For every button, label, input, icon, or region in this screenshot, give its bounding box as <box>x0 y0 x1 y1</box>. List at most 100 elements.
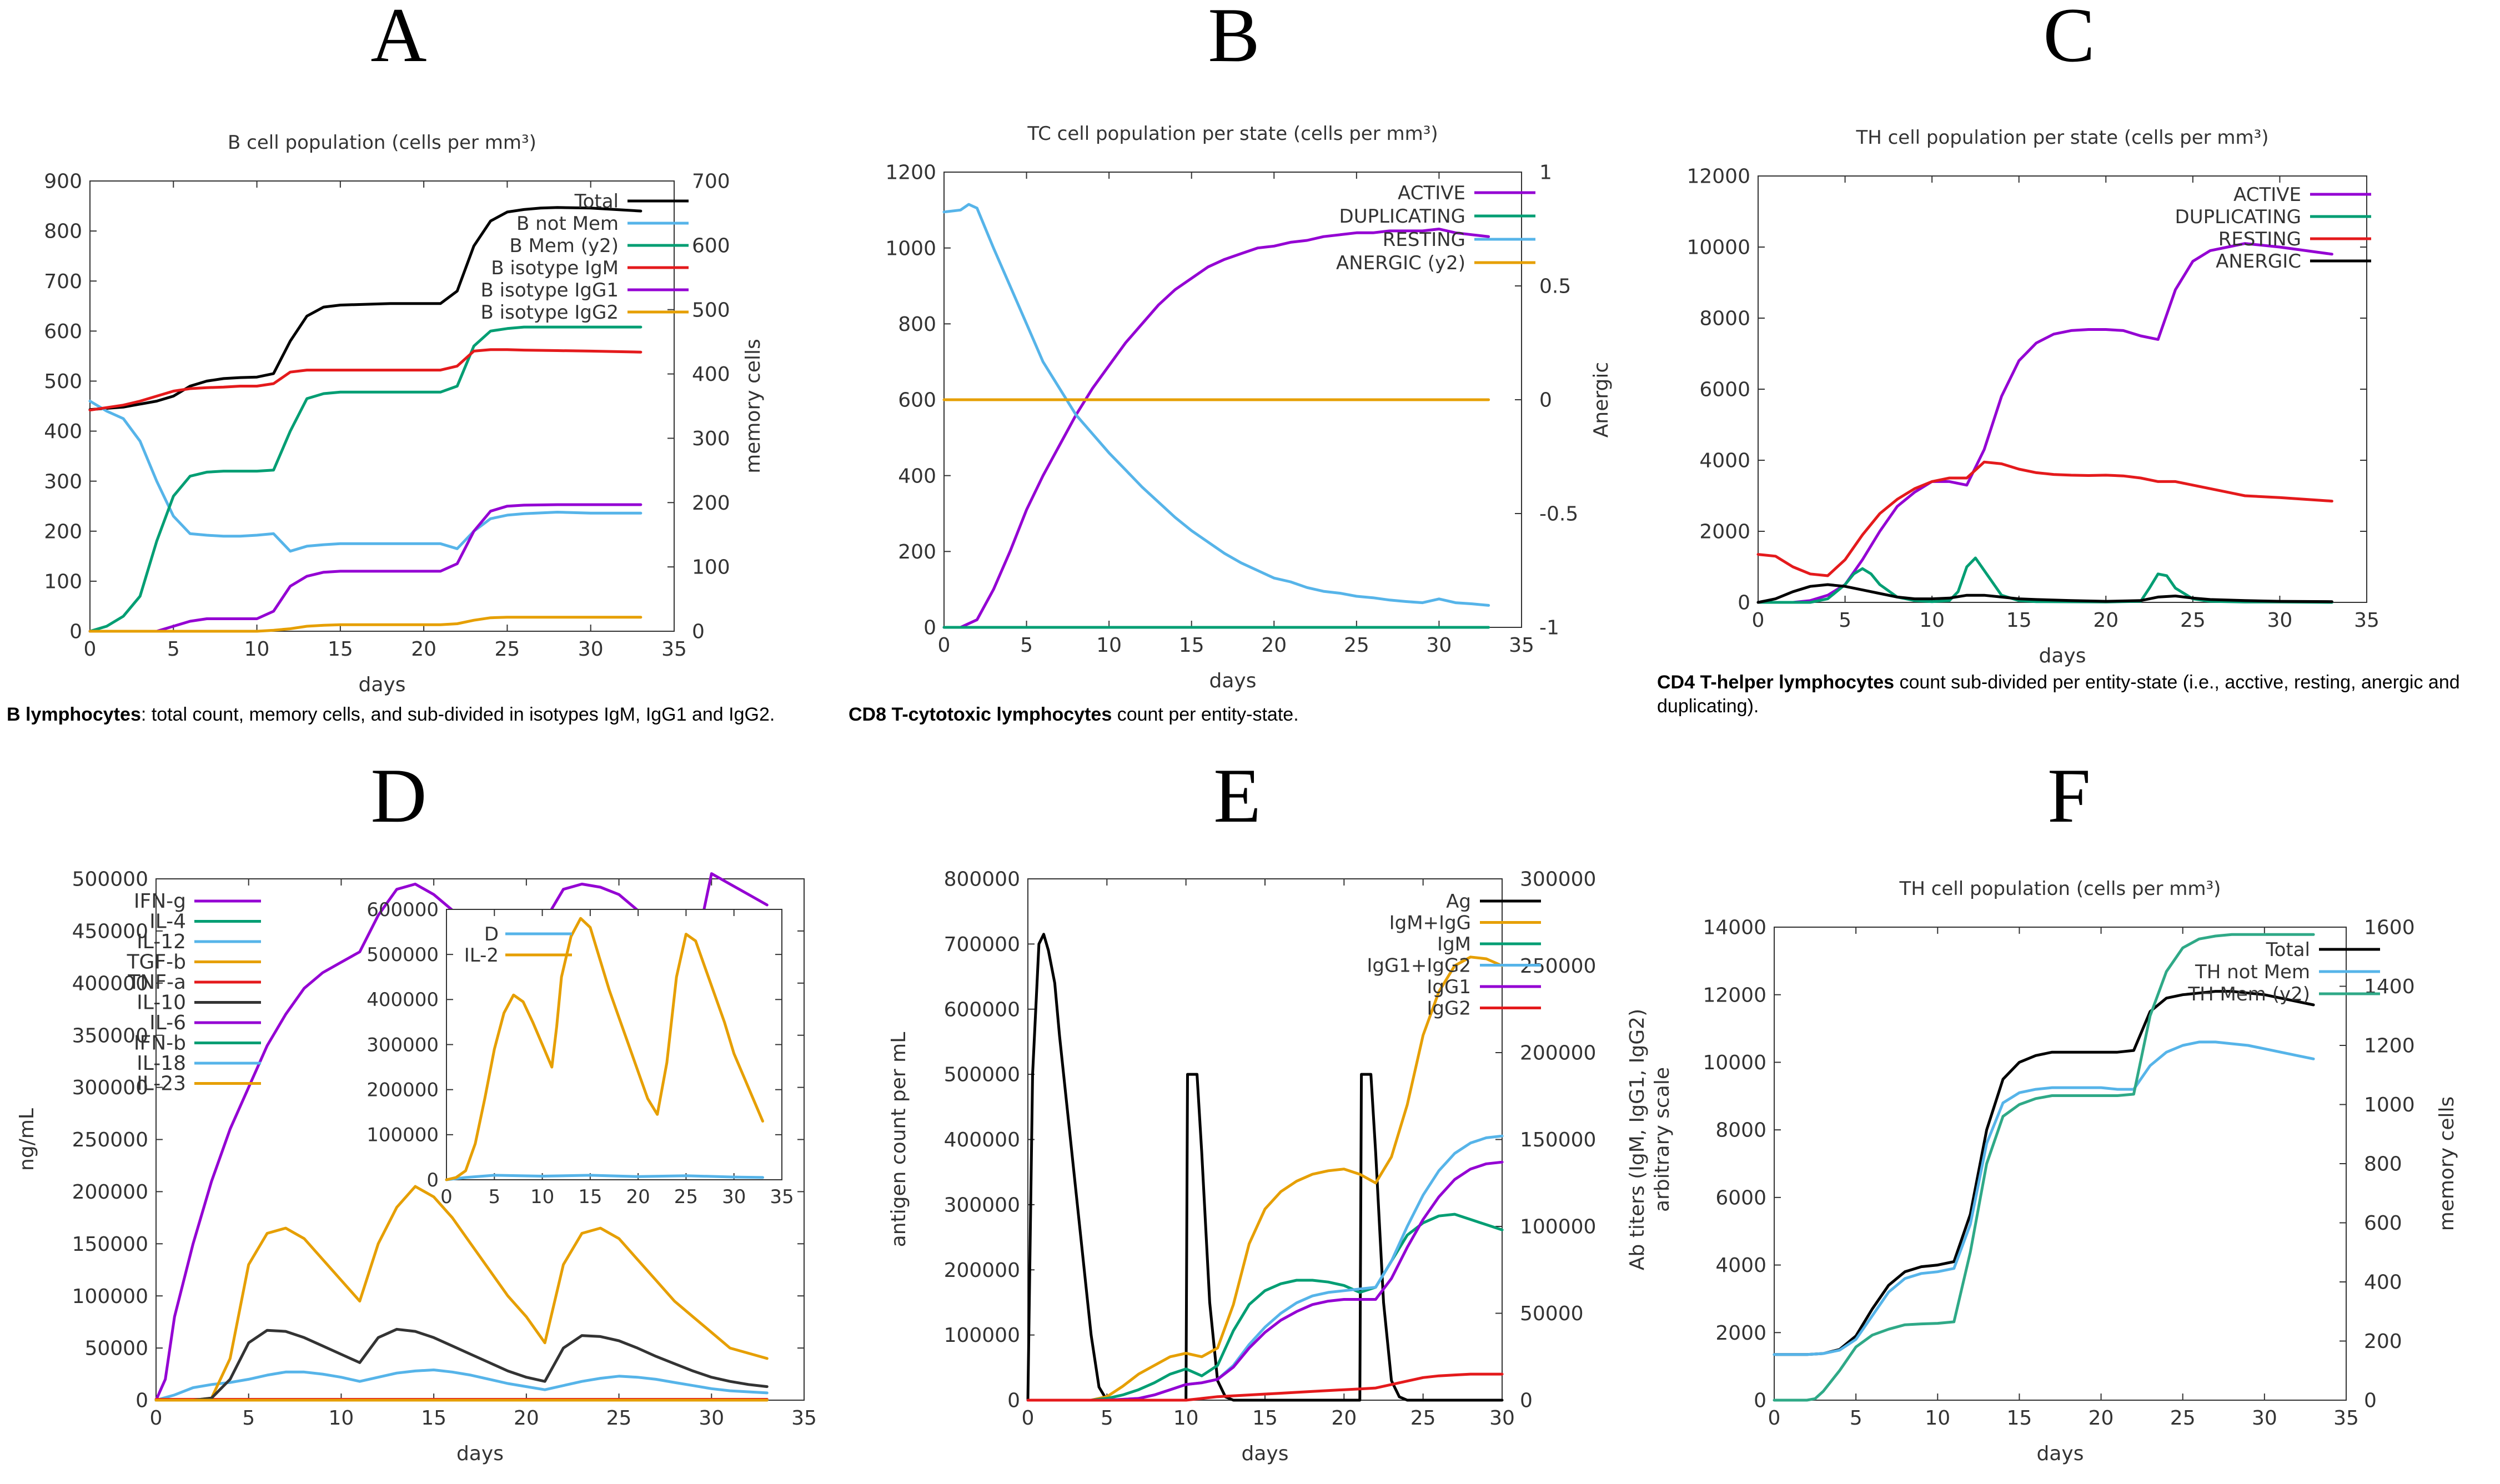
caption-b: CD8 T-cytotoxic lymphocytes count per en… <box>849 703 1626 727</box>
y-tick-label-e: 600000 <box>944 998 1020 1021</box>
inset-legend-label: IL-2 <box>464 944 499 967</box>
y-tick-label-d: 500000 <box>72 868 148 891</box>
x-axis-label-b: days <box>1209 670 1257 692</box>
y-tick-label-e: 700000 <box>944 933 1020 956</box>
x-tick-label-d: 0 <box>150 1407 163 1430</box>
y2-tick-label-e: 50000 <box>1520 1302 1584 1325</box>
panel-letter-d: D <box>370 753 426 839</box>
x-tick-label-d-inset: 20 <box>626 1186 650 1208</box>
y-tick-label-c: 0 <box>1738 592 1750 615</box>
y-tick-label-d-inset: 500000 <box>367 944 439 966</box>
x-tick-label-c: 15 <box>2006 609 2032 632</box>
series-line-b-1 <box>944 229 1489 628</box>
y-tick-label-c: 2000 <box>1699 521 1750 544</box>
legend-label-f: TH not Mem <box>2195 961 2310 983</box>
x-tick-label-f: 20 <box>2089 1407 2114 1430</box>
x-tick-label-f: 0 <box>1768 1407 1781 1430</box>
x-tick-label-d-inset: 5 <box>488 1186 500 1208</box>
x-tick-label-b: 20 <box>1261 634 1287 657</box>
y-tick-label-e: 400000 <box>944 1129 1020 1151</box>
y-tick-label-b: 0 <box>923 617 936 640</box>
x-tick-label-c: 35 <box>2354 609 2379 632</box>
y2-tick-label-a: 400 <box>692 363 730 386</box>
x-tick-label-a: 25 <box>495 638 520 661</box>
y-tick-label-f: 2000 <box>1715 1322 1766 1345</box>
legend-label-d: IL-12 <box>137 930 186 953</box>
y-tick-label-c: 10000 <box>1686 237 1750 259</box>
y-tick-label-b: 1200 <box>885 162 936 184</box>
x-tick-label-e: 5 <box>1101 1407 1113 1430</box>
y2-axis-label-b: Anergic <box>1590 362 1613 437</box>
y2-tick-label-a: 200 <box>692 492 730 515</box>
y2-tick-label-f: 800 <box>2364 1153 2402 1176</box>
panel-letter-c: C <box>2043 0 2095 78</box>
series-line-a-3 <box>90 327 641 631</box>
x-tick-label-e: 10 <box>1173 1407 1199 1430</box>
y-tick-label-d: 150000 <box>72 1233 148 1256</box>
chart-title-f: TH cell population (cells per mm³) <box>1899 878 2221 900</box>
y2-tick-label-a: 300 <box>692 427 730 450</box>
y2-tick-label-f: 1000 <box>2364 1094 2415 1116</box>
y2-tick-label-b: 1 <box>1539 162 1552 184</box>
y2-tick-label-b: -1 <box>1539 617 1559 640</box>
y-tick-label-a: 100 <box>44 570 82 593</box>
legend-label-a: B isotype IgG2 <box>481 301 619 324</box>
y-tick-label-d: 50000 <box>84 1337 148 1360</box>
x-tick-label-f: 30 <box>2252 1407 2277 1430</box>
y-axis-label-e: antigen count per mL <box>887 1032 910 1247</box>
y-tick-label-d: 250000 <box>72 1129 148 1151</box>
x-tick-label-a: 10 <box>244 638 270 661</box>
x-axis-label-c: days <box>2039 645 2086 667</box>
y2-tick-label-f: 400 <box>2364 1271 2402 1294</box>
x-tick-label-d: 20 <box>514 1407 539 1430</box>
y2-axis-label-e: Ab titers (IgM, IgG1, IgG2) <box>1626 1009 1649 1270</box>
inset-legend-label: D <box>484 923 499 945</box>
series-line-e-5 <box>1028 1162 1502 1400</box>
y-tick-label-b: 600 <box>898 389 936 412</box>
legend-label-b: ANERGIC (y2) <box>1336 252 1465 274</box>
figure-canvas: A B C D E F 0 5 10 15 20 25 30 3501002003004005… <box>0 0 2500 1481</box>
y-tick-label-a: 500 <box>44 370 82 393</box>
y-tick-label-b: 800 <box>898 313 936 336</box>
legend-label-d: IFN-g <box>134 890 186 913</box>
y-tick-label-d: 200000 <box>72 1181 148 1204</box>
x-tick-label-a: 0 <box>84 638 97 661</box>
y-tick-label-e: 0 <box>1007 1390 1020 1412</box>
x-tick-label-d-inset: 0 <box>440 1186 453 1208</box>
legend-label-d: TGF-b <box>127 951 186 974</box>
y2-tick-label-a: 0 <box>692 621 705 643</box>
x-tick-label-c: 0 <box>1752 609 1765 632</box>
x-tick-label-b: 0 <box>938 634 951 657</box>
y-tick-label-e: 800000 <box>944 868 1020 891</box>
x-tick-label-c: 10 <box>1919 609 1945 632</box>
x-tick-label-f: 35 <box>2333 1407 2359 1430</box>
panel-letter-a: A <box>370 0 426 78</box>
series-line-a-6 <box>90 617 641 631</box>
x-tick-label-b: 35 <box>1509 634 1534 657</box>
legend-label-c: ACTIVE <box>2233 184 2301 206</box>
legend-label-c: DUPLICATING <box>2175 206 2301 228</box>
y-tick-label-a: 0 <box>69 621 82 643</box>
y-tick-label-d: 0 <box>135 1390 148 1412</box>
y2-tick-label-e: 200000 <box>1520 1042 1596 1065</box>
y2-axis-label-f: memory cells <box>2436 1096 2458 1231</box>
x-tick-label-d-inset: 10 <box>530 1186 554 1208</box>
x-tick-label-c: 20 <box>2093 609 2119 632</box>
series-line-c-2 <box>1758 558 2332 602</box>
x-tick-label-d-inset: 15 <box>578 1186 602 1208</box>
legend-label-a: Total <box>574 190 619 213</box>
chart-title-a: B cell population (cells per mm³) <box>228 132 536 154</box>
y2-tick-label-f: 600 <box>2364 1212 2402 1235</box>
x-tick-label-a: 15 <box>328 638 353 661</box>
y-tick-label-a: 700 <box>44 270 82 293</box>
series-line-a-5 <box>90 505 641 631</box>
y-tick-label-b: 1000 <box>885 237 936 260</box>
y2-tick-label-b: 0 <box>1539 389 1552 412</box>
series-line-e-4 <box>1028 1136 1502 1400</box>
chart-title-b: TC cell population per state (cells per … <box>1027 123 1438 145</box>
y-tick-label-c: 6000 <box>1699 379 1750 401</box>
y-tick-label-f: 12000 <box>1703 984 1766 1007</box>
legend-label-d: IL-23 <box>137 1073 186 1095</box>
x-tick-label-d: 30 <box>699 1407 724 1430</box>
x-tick-label-d: 25 <box>606 1407 632 1430</box>
